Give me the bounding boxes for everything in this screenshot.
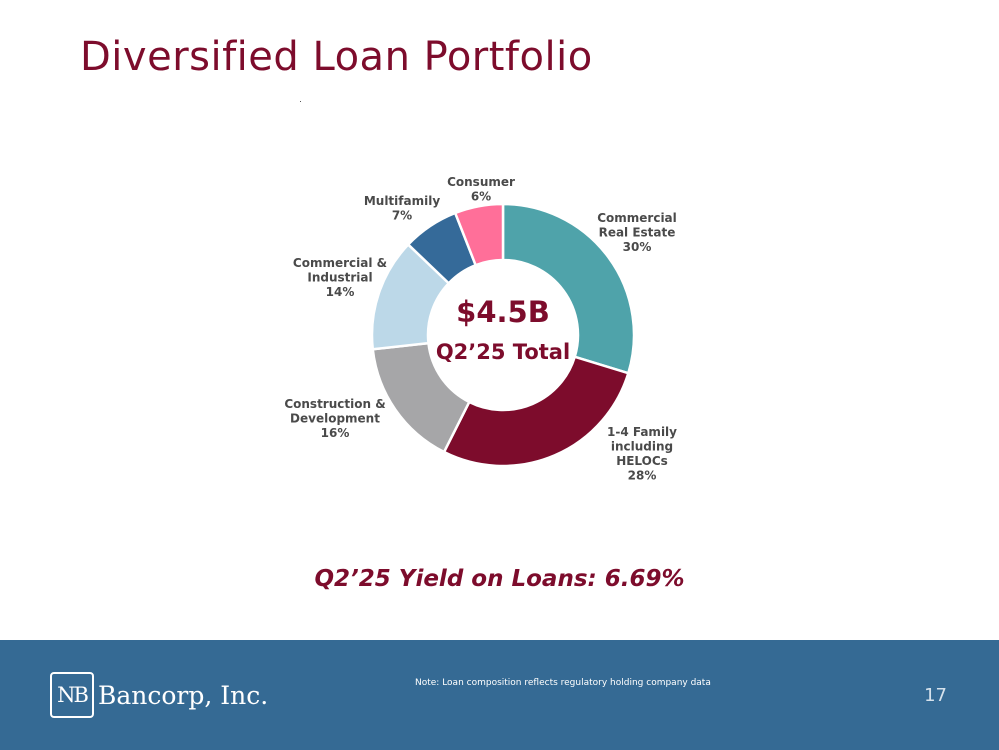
slice-label-line: including [611, 440, 673, 454]
company-logo: NB Bancorp, Inc. [50, 669, 268, 721]
slice-percent: 30% [623, 240, 652, 254]
slice-percent: 16% [321, 426, 350, 440]
slice-label-line: Development [290, 412, 380, 426]
slide-title: Diversified Loan Portfolio [80, 34, 593, 80]
stray-dot [300, 101, 301, 102]
slice-label: Commercial Real Estate 30% [597, 211, 677, 254]
slice-percent: 7% [392, 209, 412, 223]
slice-label: Commercial & Industrial 14% [293, 256, 387, 299]
center-total-value: $4.5B [456, 295, 550, 329]
footer-bar [0, 640, 999, 750]
slice-percent: 14% [326, 285, 355, 299]
logo-mark: NB [50, 672, 94, 718]
donut-slice-consumer [453, 202, 505, 267]
slice-label-line: Industrial [307, 271, 372, 285]
slice-label-line: Real Estate [599, 226, 676, 240]
slice-label-line: 1-4 Family [607, 425, 677, 439]
slice-percent: 28% [628, 469, 657, 483]
slice-percent: 6% [471, 190, 491, 204]
page-number: 17 [924, 685, 947, 706]
logo-name: Bancorp, Inc. [98, 680, 269, 710]
slice-label-line: Construction & [284, 397, 385, 411]
slice-label: Consumer 6% [447, 175, 515, 204]
donut-slice-commercial-real-estate [501, 202, 636, 375]
slice-label-line: Commercial [597, 211, 677, 225]
slice-label-line: Commercial & [293, 256, 387, 270]
slice-label-line: HELOCs [616, 454, 668, 468]
slice-label-line: Consumer [447, 175, 515, 189]
slice-label: Construction & Development 16% [284, 397, 385, 440]
slice-label-line: Multifamily [364, 194, 440, 208]
center-total-label: Q2’25 Total [436, 340, 570, 364]
slice-label: Multifamily 7% [364, 194, 440, 223]
loan-yield-text: Q2’25 Yield on Loans: 6.69% [314, 566, 685, 592]
footnote: Note: Loan composition reflects regulato… [415, 678, 711, 688]
slice-label: 1-4 Family including HELOCs 28% [607, 425, 677, 483]
loan-portfolio-donut-chart: Commercial Real Estate 30% 1-4 Family includ… [284, 175, 677, 483]
donut-slice-1-4-family-including-helocs [442, 355, 630, 468]
